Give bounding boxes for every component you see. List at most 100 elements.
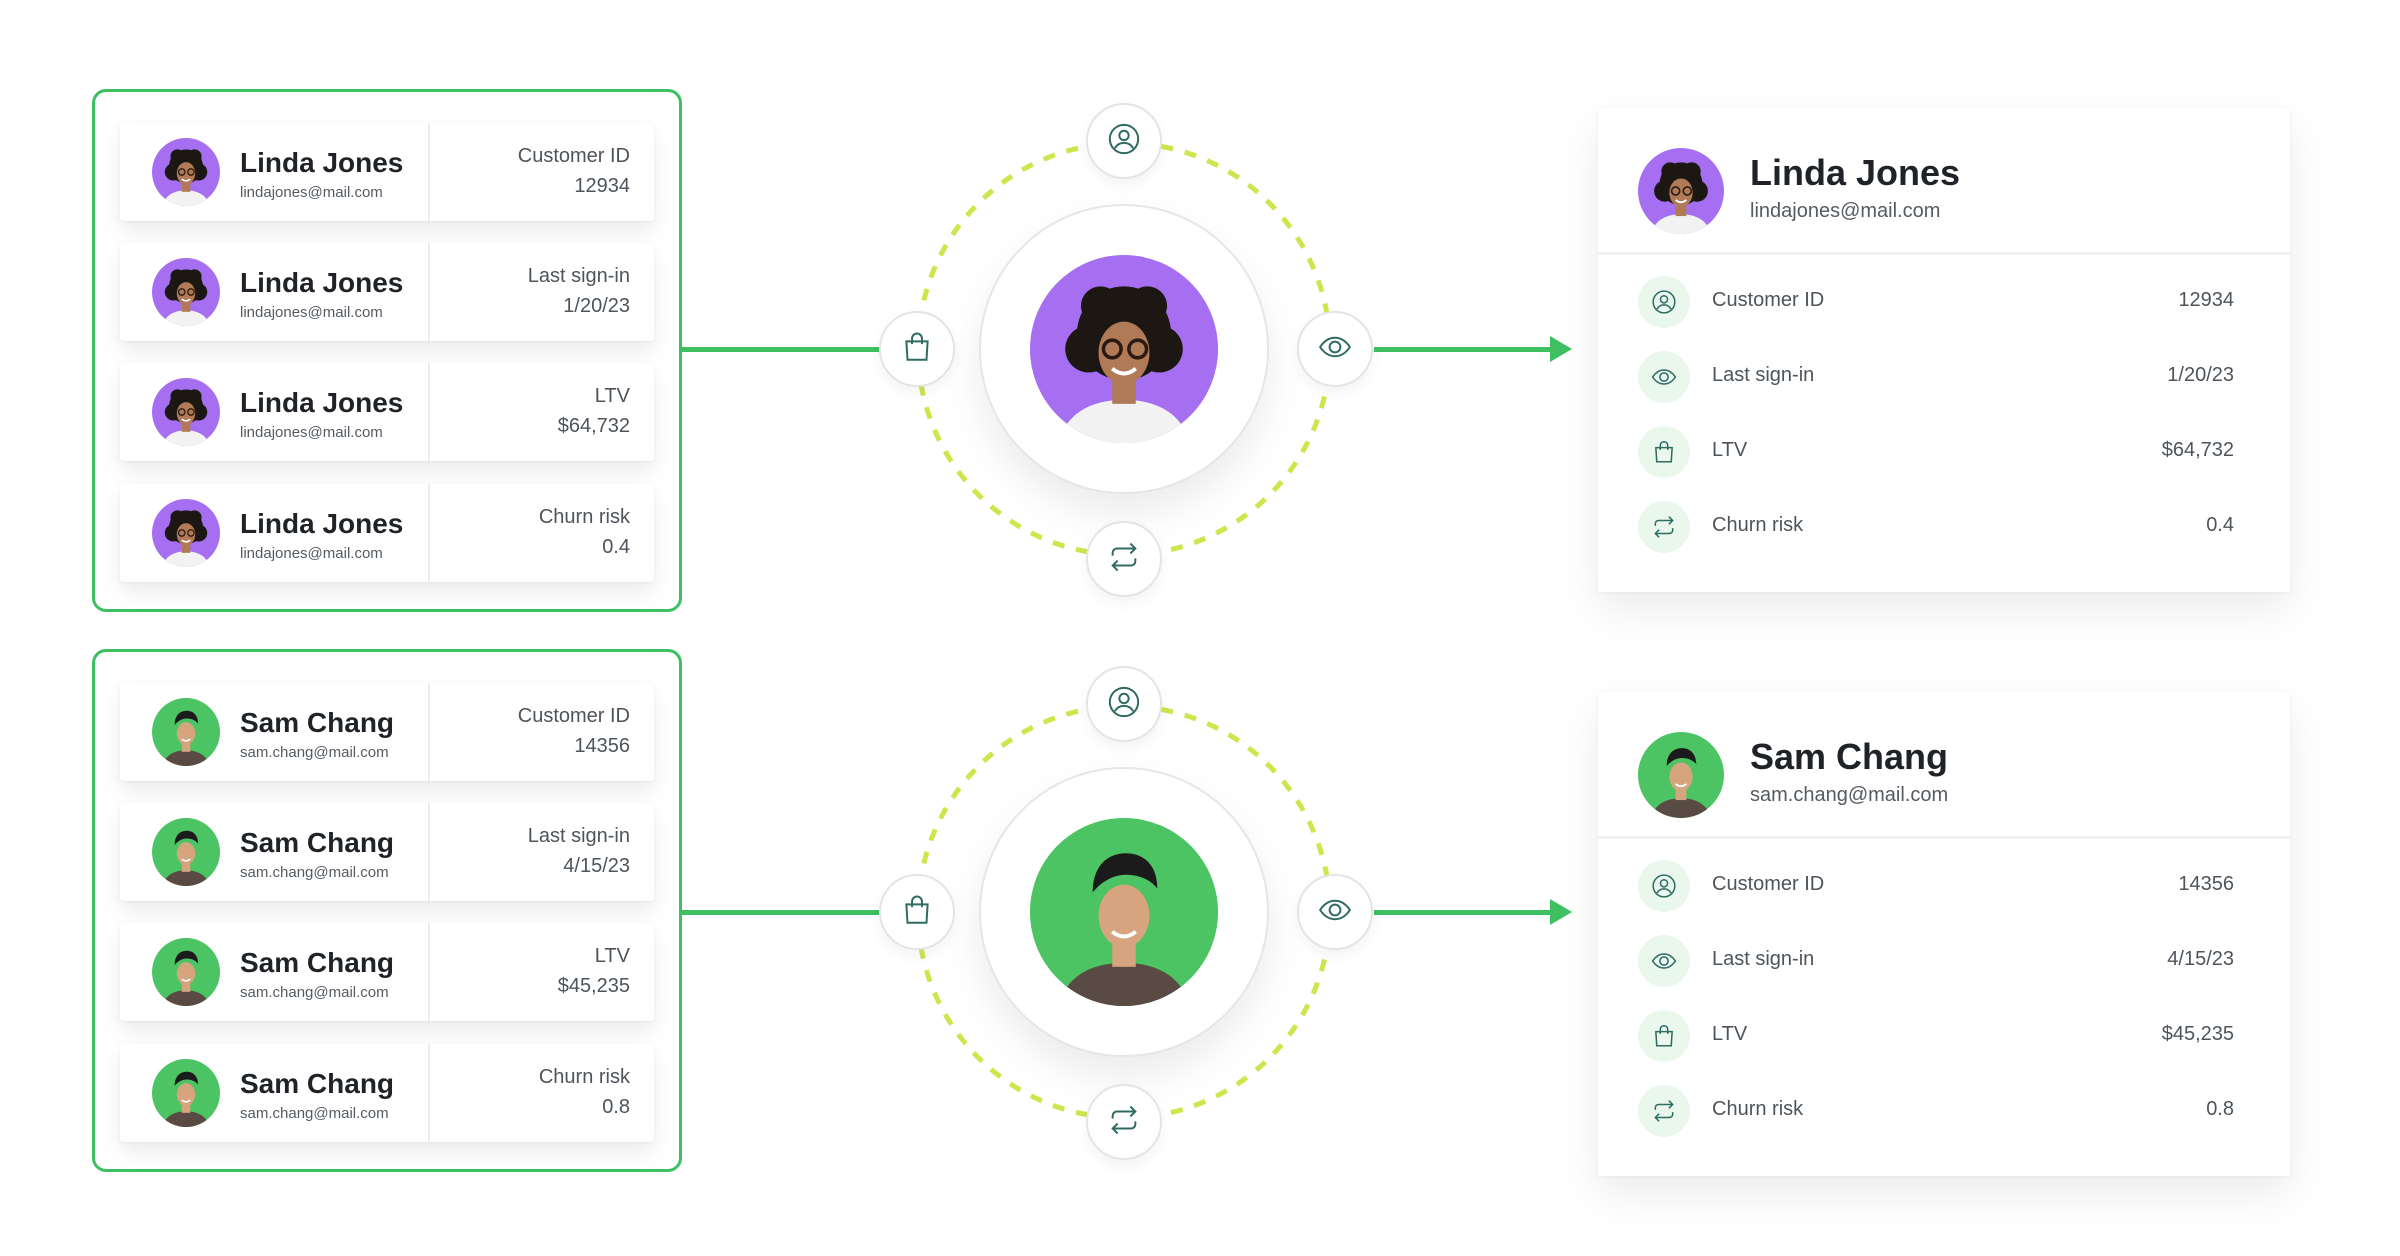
shopping-bag-icon — [1638, 1010, 1690, 1062]
orbit-node-shopping-bag — [879, 874, 955, 950]
orbit-node-shopping-bag — [879, 311, 955, 387]
connector-arrow-line — [1374, 347, 1554, 352]
customer-record-row[interactable]: Sam Chang sam.chang@mail.com Last sign-i… — [120, 803, 654, 901]
orbit-node-user-circle — [1086, 666, 1162, 742]
user-circle-icon — [1107, 685, 1141, 724]
field-value: 4/15/23 — [563, 855, 630, 877]
customer-name: Linda Jones — [240, 267, 404, 298]
customer-record-row[interactable]: Linda Jones lindajones@mail.com Last sig… — [120, 243, 654, 341]
field-value: 0.8 — [2206, 1098, 2234, 1120]
field-label: LTV — [594, 945, 630, 967]
orbit-node-user-circle — [1086, 103, 1162, 179]
divider — [428, 683, 430, 781]
profile-field-row: LTV $64,732 — [1638, 426, 2234, 478]
avatar — [152, 938, 220, 1006]
avatar — [152, 378, 220, 446]
field-label: Last sign-in — [527, 265, 630, 287]
eye-icon — [1638, 351, 1690, 403]
field-label: Churn risk — [1712, 514, 1804, 536]
profile-email: sam.chang@mail.com — [1750, 784, 1949, 806]
field-label: Customer ID — [1712, 289, 1825, 311]
customer-name: Linda Jones — [240, 508, 404, 539]
eye-icon — [1318, 330, 1352, 369]
field-value: 14356 — [2178, 873, 2234, 895]
profile-photo — [1030, 255, 1218, 443]
field-label: LTV — [1712, 1023, 1748, 1045]
customer-name: Sam Chang — [240, 1068, 395, 1099]
arrowhead-icon — [1550, 336, 1572, 362]
avatar — [152, 1059, 220, 1127]
eye-icon — [1318, 893, 1352, 932]
avatar — [152, 138, 220, 206]
avatar — [1638, 732, 1724, 818]
divider — [428, 243, 430, 341]
profile-photo — [1030, 818, 1218, 1006]
divider — [428, 123, 430, 221]
field-value: $64,732 — [557, 415, 630, 437]
customer-email: lindajones@mail.com — [240, 304, 383, 321]
divider — [1598, 252, 2290, 255]
field-value: 1/20/23 — [2167, 364, 2234, 386]
field-value: 0.4 — [2206, 514, 2234, 536]
orbit-node-refresh — [1086, 1084, 1162, 1160]
customer-email: lindajones@mail.com — [240, 184, 383, 201]
avatar — [152, 698, 220, 766]
profile-field-row: Last sign-in 1/20/23 — [1638, 351, 2234, 403]
profile-field-row: Customer ID 14356 — [1638, 860, 2234, 912]
divider — [428, 923, 430, 1021]
field-value: $45,235 — [2161, 1023, 2234, 1045]
user-circle-icon — [1638, 276, 1690, 328]
customer-record-row[interactable]: Linda Jones lindajones@mail.com Churn ri… — [120, 484, 654, 582]
profile-field-row: LTV $45,235 — [1638, 1010, 2234, 1062]
customer-name: Linda Jones — [240, 387, 404, 418]
customer-source-group — [92, 649, 682, 1172]
connector-line — [682, 910, 882, 915]
field-label: Customer ID — [1712, 873, 1825, 895]
customer-record-row[interactable]: Sam Chang sam.chang@mail.com Customer ID… — [120, 683, 654, 781]
avatar — [152, 818, 220, 886]
customer-email: lindajones@mail.com — [240, 424, 383, 441]
divider — [428, 1044, 430, 1142]
field-label: LTV — [594, 385, 630, 407]
arrowhead-icon — [1550, 899, 1572, 925]
user-circle-icon — [1107, 122, 1141, 161]
profile-field-row: Churn risk 0.4 — [1638, 501, 2234, 553]
refresh-icon — [1638, 501, 1690, 553]
customer-email: sam.chang@mail.com — [240, 744, 389, 761]
field-label: Churn risk — [538, 506, 630, 528]
divider — [428, 803, 430, 901]
field-value: $64,732 — [2161, 439, 2234, 461]
customer-record-row[interactable]: Sam Chang sam.chang@mail.com Churn risk … — [120, 1044, 654, 1142]
field-label: Churn risk — [538, 1066, 630, 1088]
customer-source-group — [92, 89, 682, 612]
profile-field-row: Last sign-in 4/15/23 — [1638, 935, 2234, 987]
shopping-bag-icon — [900, 330, 934, 369]
field-value: 0.4 — [602, 536, 630, 558]
customer-name: Sam Chang — [240, 947, 395, 978]
profile-field-row: Customer ID 12934 — [1638, 276, 2234, 328]
field-value: 1/20/23 — [563, 295, 630, 317]
field-label: Customer ID — [517, 145, 630, 167]
customer-name: Linda Jones — [240, 147, 404, 178]
profile-name: Sam Chang — [1750, 736, 1949, 777]
profile-field-row: Churn risk 0.8 — [1638, 1085, 2234, 1137]
avatar — [1638, 148, 1724, 234]
customer-record-row[interactable]: Sam Chang sam.chang@mail.com LTV $45,235 — [120, 923, 654, 1021]
customer-email: sam.chang@mail.com — [240, 1105, 389, 1122]
field-label: Last sign-in — [1712, 948, 1815, 970]
field-value: 0.8 — [602, 1096, 630, 1118]
user-circle-icon — [1638, 860, 1690, 912]
shopping-bag-icon — [1638, 426, 1690, 478]
customer-record-row[interactable]: Linda Jones lindajones@mail.com Customer… — [120, 123, 654, 221]
divider — [428, 484, 430, 582]
customer-record-row[interactable]: Linda Jones lindajones@mail.com LTV $64,… — [120, 363, 654, 461]
field-value: 12934 — [2178, 289, 2234, 311]
field-value: 14356 — [574, 735, 630, 757]
connector-line — [682, 347, 882, 352]
connector-arrow-line — [1374, 910, 1554, 915]
field-label: LTV — [1712, 439, 1748, 461]
orbit-node-eye — [1297, 311, 1373, 387]
customer-email: sam.chang@mail.com — [240, 864, 389, 881]
customer-email: lindajones@mail.com — [240, 545, 383, 562]
orbit-node-refresh — [1086, 521, 1162, 597]
